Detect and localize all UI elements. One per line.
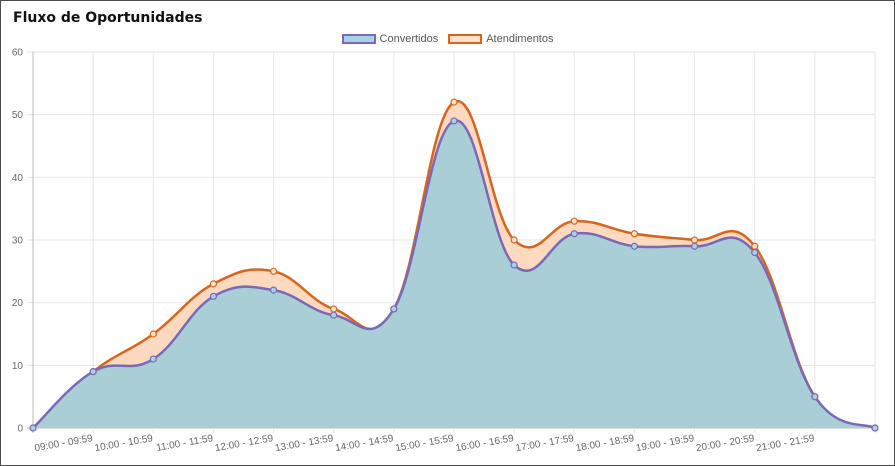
- legend-label-atendimentos: Atendimentos: [486, 33, 554, 45]
- x-tick-label: 19:00 - 19:59: [635, 433, 695, 454]
- y-tick-label: 60: [12, 48, 24, 59]
- chart-legend: Convertidos Atendimentos: [1, 33, 894, 45]
- point-convertidos: [811, 393, 819, 401]
- point-atendimentos: [149, 330, 157, 338]
- x-tick-label: 18:00 - 18:59: [575, 433, 635, 454]
- x-tick-label: 20:00 - 20:59: [695, 433, 755, 454]
- point-convertidos: [871, 424, 879, 432]
- area-convertidos: [33, 120, 875, 429]
- point-atendimentos: [510, 236, 518, 244]
- point-convertidos: [209, 292, 218, 300]
- point-atendimentos: [209, 280, 218, 288]
- x-tick-label: 09:00 - 09:59: [34, 433, 94, 454]
- x-tick-label: 11:00 - 11:59: [155, 433, 214, 454]
- x-tick-label: 13:00 - 13:59: [274, 433, 334, 454]
- point-convertidos: [89, 368, 97, 376]
- legend-swatch-atendimentos: [448, 34, 483, 44]
- point-atendimentos: [630, 230, 639, 238]
- point-convertidos: [269, 286, 278, 294]
- x-tick-label: 10:00 - 10:59: [94, 433, 154, 454]
- x-tick-label: 21:00 - 21:59: [755, 433, 815, 454]
- legend-swatch-convertidos: [341, 34, 376, 44]
- point-convertidos: [390, 305, 398, 313]
- point-atendimentos: [269, 267, 278, 275]
- y-tick-label: 50: [12, 110, 24, 121]
- y-tick-label: 30: [12, 236, 24, 247]
- point-convertidos: [149, 355, 157, 363]
- y-tick-label: 40: [12, 173, 24, 184]
- x-tick-label: 16:00 - 16:59: [455, 433, 515, 454]
- point-convertidos: [630, 242, 639, 250]
- point-atendimentos: [690, 236, 699, 244]
- point-convertidos: [690, 242, 699, 250]
- point-convertidos: [330, 311, 338, 319]
- point-convertidos: [450, 117, 458, 125]
- legend-item-convertidos[interactable]: Convertidos: [341, 33, 439, 45]
- y-tick-label: 10: [12, 361, 24, 372]
- legend-label-convertidos: Convertidos: [379, 33, 439, 45]
- x-tick-label: 14:00 - 14:59: [334, 433, 394, 454]
- point-atendimentos: [330, 305, 338, 313]
- point-convertidos: [751, 248, 759, 257]
- legend-item-atendimentos[interactable]: Atendimentos: [448, 33, 553, 45]
- y-tick-label: 20: [12, 298, 24, 309]
- y-tick-label: 0: [17, 424, 23, 435]
- x-tick-label: 12:00 - 12:59: [214, 433, 274, 454]
- point-convertidos: [570, 230, 578, 238]
- point-convertidos: [29, 424, 37, 432]
- point-convertidos: [510, 261, 518, 269]
- point-atendimentos: [450, 98, 458, 106]
- point-atendimentos: [751, 242, 759, 250]
- x-tick-label: 15:00 - 15:59: [395, 433, 455, 454]
- chart-title: Fluxo de Oportunidades: [13, 10, 203, 26]
- point-atendimentos: [570, 217, 578, 225]
- x-tick-label: 17:00 - 17:59: [515, 433, 575, 454]
